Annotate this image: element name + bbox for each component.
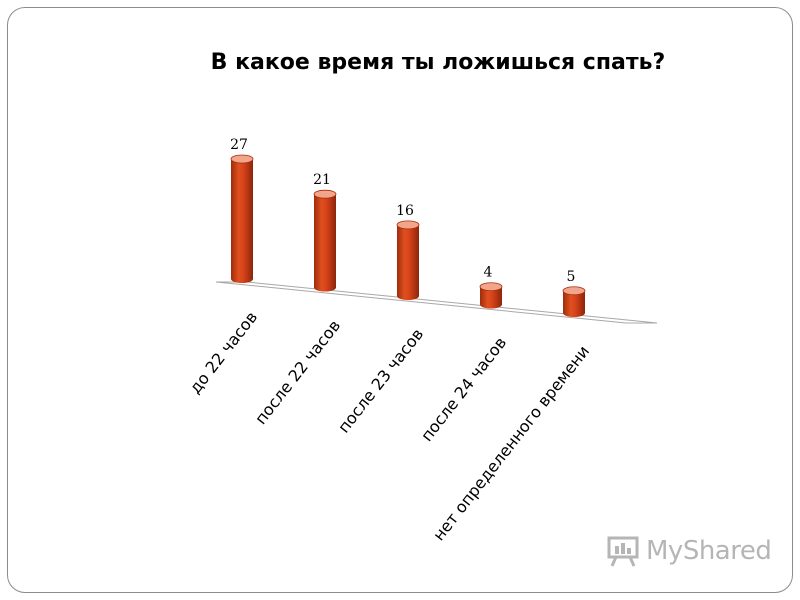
watermark-text: MyShared: [646, 536, 772, 566]
data-label: 27: [230, 137, 248, 153]
bar: [230, 154, 254, 283]
chart-title: В какое время ты ложишься спать?: [210, 50, 666, 75]
data-label: 16: [396, 203, 414, 219]
data-label: 4: [484, 265, 493, 281]
tick-label: до 22 часов: [185, 308, 261, 397]
tick-label: нет определенного времени: [429, 342, 593, 545]
bar: [313, 189, 337, 292]
data-label: 5: [567, 269, 576, 285]
tick-label: после 24 часов: [417, 333, 510, 445]
chart-floor: [215, 281, 658, 324]
watermark: MyShared: [606, 534, 772, 568]
data-label: 21: [313, 172, 331, 188]
tick-label: после 23 часов: [334, 325, 427, 437]
presentation-board-icon: [607, 536, 639, 567]
bar: [562, 286, 586, 317]
bar: [479, 282, 503, 309]
tick-label: после 22 часов: [251, 316, 344, 428]
bar: [396, 220, 420, 300]
